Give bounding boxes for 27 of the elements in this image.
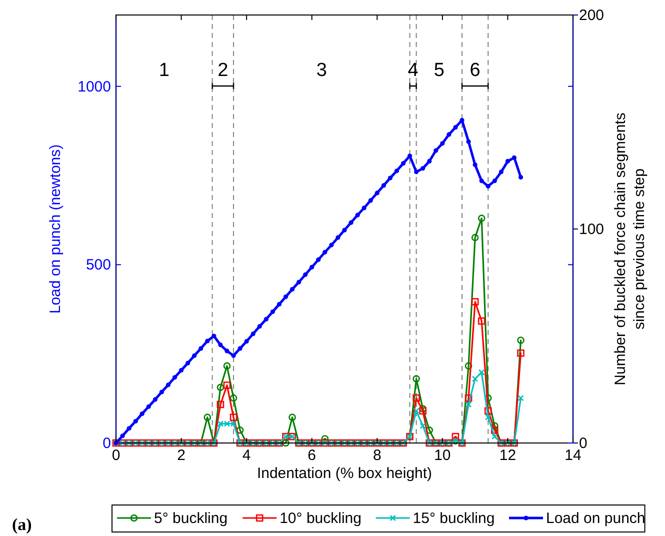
y2-tick-label: 100 (579, 221, 604, 238)
y2-axis-title: Number of buckled force chain segments since previous time step (612, 112, 648, 386)
x-tick-label: 2 (177, 447, 186, 464)
x-tick-label: 8 (372, 447, 382, 464)
annotation: 4 (408, 60, 419, 81)
annotation: 1 (158, 60, 170, 81)
y2-tick-label: 0 (579, 435, 588, 452)
annotation: 3 (316, 60, 327, 81)
y-axis-title: Load on punch (newtons) (47, 144, 64, 314)
x-tick-label: 14 (564, 447, 582, 464)
x-tick-label: 12 (499, 447, 516, 464)
y-tick-label: 500 (86, 256, 111, 274)
text: (a) (12, 515, 32, 534)
legend-label: Load on punch (546, 510, 646, 527)
annotation: 2 (218, 60, 228, 81)
x-tick-label: 10 (434, 447, 451, 464)
legend-label: 10° buckling (280, 510, 362, 527)
legend-label: 5° buckling (154, 510, 228, 527)
annotation: 6 (470, 60, 480, 81)
y-tick-label: 0 (102, 435, 111, 452)
x-tick-label: 6 (308, 447, 316, 464)
x-tick-label: 4 (242, 447, 251, 464)
y2-tick-label: 200 (579, 7, 604, 24)
annotation: 5 (434, 60, 444, 81)
x-axis-title: Indentation (% box height) (256, 465, 432, 482)
legend-label: 15° buckling (412, 510, 495, 527)
y-tick-label: 1000 (78, 78, 111, 96)
